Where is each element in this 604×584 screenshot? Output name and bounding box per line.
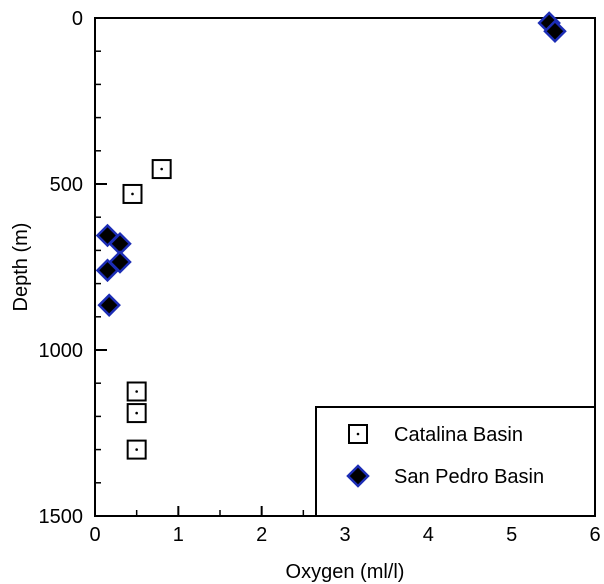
x-tick-label: 1 (173, 524, 184, 546)
legend-san-pedro-marker (346, 464, 370, 488)
legend-catalina-marker (348, 424, 368, 444)
legend-entry-label: San Pedro Basin (394, 466, 544, 488)
san-pedro-basin-point (543, 19, 567, 44)
x-tick-label: 2 (256, 524, 267, 546)
catalina-basin-point (126, 403, 147, 424)
legend-entry-label: Catalina Basin (394, 424, 523, 446)
x-tick-label: 0 (89, 524, 100, 546)
catalina-basin-point (151, 159, 172, 180)
catalina-basin-point (126, 439, 147, 460)
y-axis-title: Depth (m) (10, 223, 32, 312)
y-tick-label: 1500 (39, 506, 84, 528)
san-pedro-basin-point (97, 293, 121, 317)
x-axis-title: Oxygen (ml/l) (286, 561, 405, 583)
legend: Catalina Basin San Pedro Basin (315, 406, 596, 517)
y-tick-label: 1000 (39, 340, 84, 362)
x-tick-label: 3 (339, 524, 350, 546)
x-tick-label: 4 (423, 524, 434, 546)
catalina-basin-point (126, 381, 147, 402)
x-tick-label: 6 (589, 524, 600, 546)
y-tick-label: 0 (72, 8, 83, 30)
catalina-basin-point (122, 183, 143, 204)
y-tick-label: 500 (50, 174, 83, 196)
x-tick-label: 5 (506, 524, 517, 546)
san-pedro-basin-point (95, 258, 120, 283)
